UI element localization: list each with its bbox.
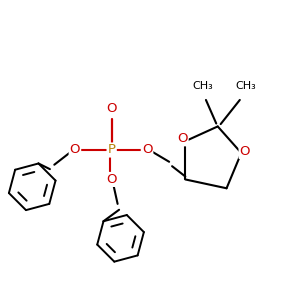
- Text: CH₃: CH₃: [193, 80, 213, 91]
- Text: P: P: [108, 143, 116, 157]
- Text: O: O: [70, 143, 80, 157]
- Text: O: O: [142, 143, 152, 157]
- Text: O: O: [240, 145, 250, 158]
- Text: O: O: [177, 132, 188, 145]
- Text: CH₃: CH₃: [235, 80, 256, 91]
- Text: O: O: [106, 173, 117, 186]
- Text: O: O: [106, 102, 117, 115]
